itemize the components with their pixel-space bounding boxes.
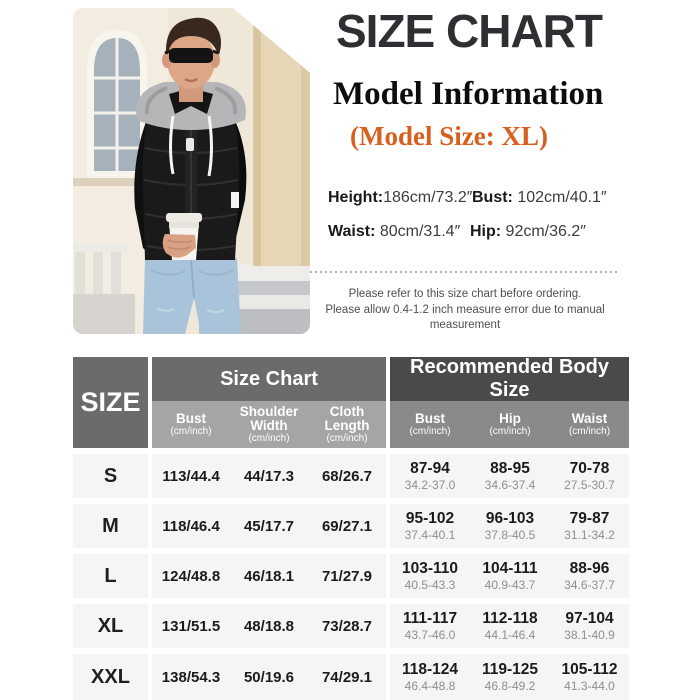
group-header-recommended-body-size: Recommended Body Size [390,356,629,401]
row-S-rec-bust: 87-94 34.2-37.0 [390,454,470,498]
row-L-rec-waist: 88-96 34.6-37.7 [550,554,629,598]
measurement-bust-label: Bust: [472,189,513,206]
row-XXL-rec-bust: 118-124 46.4-48.8 [390,654,470,700]
col-header-bust-body: Bust (cm/inch) [390,401,470,448]
row-M-shoulder-width: 45/17.7 [230,504,308,548]
measurement-waist-label: Waist: [328,223,376,240]
row-S-size: S [73,454,148,498]
row-M-cloth-length: 69/27.1 [308,504,386,548]
measurement-bust: Bust: 102cm/40.1″ [472,189,607,207]
model-info-heading: Model Information [333,76,604,112]
row-XL-rec-waist: 97-104 38.1-40.9 [550,604,629,648]
row-S-bust: 113/44.4 [152,454,230,498]
size-chart-notes: Please refer to this size chart before o… [300,287,630,334]
row-XL-cloth-length: 73/28.7 [308,604,386,648]
measurement-height-value: 186cm/73.2″ [383,189,473,206]
row-L-rec-hip: 104-111 40.9-43.7 [470,554,550,598]
row-XL-rec-hip: 112-118 44.1-46.4 [470,604,550,648]
measurement-bust-value: 102cm/40.1″ [512,189,607,206]
col-header-waist: Waist (cm/inch) [550,401,629,448]
note-line-2: Please allow 0.4-1.2 inch measure error … [325,303,605,332]
product-photo [73,8,310,334]
row-XL-size: XL [73,604,148,648]
note-line-1: Please refer to this size chart before o… [348,288,582,300]
row-L-cloth-length: 71/27.9 [308,554,386,598]
row-XXL-cloth-length: 74/29.1 [308,654,386,700]
col-header-cloth-length: Cloth Length (cm/inch) [308,401,386,448]
measurement-waist: Waist: 80cm/31.4″ [328,223,460,241]
row-M-bust: 118/46.4 [152,504,230,548]
row-M-rec-waist: 79-87 31.1-34.2 [550,504,629,548]
row-M-rec-hip: 96-103 37.8-40.5 [470,504,550,548]
dotted-divider [310,271,618,273]
row-XXL-rec-waist: 105-112 41.3-44.0 [550,654,629,700]
measurement-hip-label: Hip: [470,223,502,240]
row-XXL-size: XXL [73,654,148,700]
model-size-label: (Model Size: XL) [350,121,548,151]
row-XXL-bust: 138/54.3 [152,654,230,700]
row-S-rec-waist: 70-78 27.5-30.7 [550,454,629,498]
row-XL-bust: 131/51.5 [152,604,230,648]
row-M-size: M [73,504,148,548]
measurement-height-label: Height: [328,189,384,206]
measurement-height: Height:186cm/73.2″ [328,189,472,207]
row-S-shoulder-width: 44/17.3 [230,454,308,498]
col-header-shoulder-width: Shoulder Width (cm/inch) [230,401,308,448]
row-M-rec-bust: 95-102 37.4-40.1 [390,504,470,548]
measurement-hip-value: 92cm/36.2″ [501,223,586,240]
row-S-rec-hip: 88-95 34.6-37.4 [470,454,550,498]
row-XXL-shoulder-width: 50/19.6 [230,654,308,700]
measurement-hip: Hip: 92cm/36.2″ [470,223,586,241]
row-L-bust: 124/48.8 [152,554,230,598]
page-title: SIZE CHART [336,5,603,57]
measurement-waist-value: 80cm/31.4″ [375,223,461,240]
row-S-cloth-length: 68/26.7 [308,454,386,498]
row-L-size: L [73,554,148,598]
row-XL-rec-bust: 111-117 43.7-46.0 [390,604,470,648]
row-XL-shoulder-width: 48/18.8 [230,604,308,648]
group-header-size-chart: Size Chart [152,357,386,401]
row-L-rec-bust: 103-110 40.5-43.3 [390,554,470,598]
col-header-bust-garment: Bust (cm/inch) [152,401,230,448]
table-corner-header: SIZE [73,357,148,448]
col-header-hip: Hip (cm/inch) [470,401,550,448]
product-photo-illustration [73,8,310,334]
row-XXL-rec-hip: 119-125 46.8-49.2 [470,654,550,700]
size-table: SIZE Size Chart Recommended Body Size Bu… [73,356,629,700]
row-L-shoulder-width: 46/18.1 [230,554,308,598]
